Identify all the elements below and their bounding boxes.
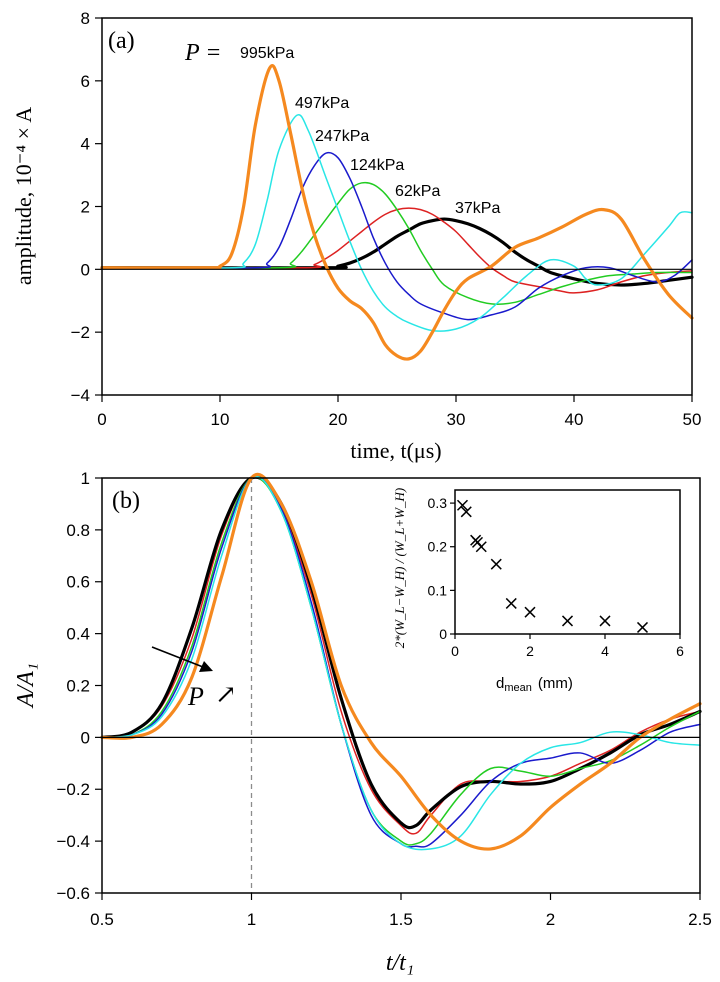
panel-a-label: (a): [108, 28, 135, 54]
inset-background: [455, 490, 680, 636]
panel-a-line-37kpa: [100, 217, 694, 287]
inset-marker-x: [460, 506, 472, 518]
panel-b-label: (b): [112, 488, 140, 514]
panel-a-series-group: [100, 63, 694, 361]
panel-a-ticks: 0 10 20 30 40 50 −4 −2 0 2 4 6 8: [71, 9, 702, 429]
b-y-tick-label: 1: [81, 469, 90, 488]
b-y-tick-label: −0.6: [56, 884, 90, 903]
inset-marker-x: [636, 621, 649, 633]
panel-a-line-995kpa: [100, 63, 694, 361]
pressure-arrow-label: P: [187, 682, 204, 711]
a-y-tick-label: −2: [71, 323, 90, 342]
b-y-tick-label: 0.6: [66, 573, 90, 592]
inset-x-axis-title-sub: mean: [504, 682, 532, 694]
i-x-tick-label: 6: [676, 643, 684, 659]
inset-marker-stroke: [524, 606, 536, 618]
inset-marker-stroke: [505, 597, 517, 609]
b-y-tick-label: −0.2: [56, 780, 90, 799]
b-x-tick-label: 2: [546, 910, 555, 929]
inset-marker-stroke: [460, 506, 472, 518]
b-x-tick-label: 1: [247, 910, 256, 929]
label-37kpa: 37kPa: [455, 200, 500, 217]
panel-a-line-497kpa: [101, 113, 693, 332]
inset-marker-stroke: [561, 615, 574, 627]
panel-b-series-group: [100, 472, 702, 851]
pressure-arrow-head: [199, 661, 213, 672]
i-y-tick-label: 0.1: [428, 582, 448, 598]
i-x-tick-label: 4: [601, 643, 609, 659]
i-y-tick-label: 0.2: [428, 539, 448, 555]
panel-b-ticks: 0.5 1 1.5 2 2.5 −0.6 −0.4 −0.2 0 0.2 0.4 0.6 0.8 1: [56, 469, 711, 929]
inset-plot: 0 2 4 6 0 0.1 0.2 0.3 dmean (mm) 2*(W_L−W_H) / (…: [392, 488, 684, 694]
a-x-tick-label: 20: [329, 410, 348, 429]
panel-a-line-62kpa: [101, 207, 693, 294]
a-y-tick-label: 2: [81, 197, 90, 216]
label-124kpa: 124kPa: [350, 157, 404, 174]
b-y-tick-label: 0.2: [66, 676, 90, 695]
a-x-tick-label: 30: [447, 410, 466, 429]
inset-points: [456, 499, 649, 633]
inset-marker-x: [490, 558, 502, 570]
inset-y-axis-title: 2*(W_L−W_H) / (W_L+W_H): [392, 488, 407, 649]
inset-marker-x: [505, 597, 517, 609]
inset-ticks: 0 2 4 6 0 0.1 0.2 0.3: [428, 495, 685, 659]
panel-b-line-37kpa: [100, 475, 702, 830]
panel-b-x-axis-title: t/t₁: [386, 950, 414, 976]
panel-a-line-247kpa: [101, 151, 693, 321]
panel-a-line-124kpa: [101, 181, 693, 305]
a-y-tick-label: 0: [81, 260, 90, 279]
pressure-arrow-shaft: [151, 646, 204, 668]
panel-a-pressure-symbol: P =: [184, 40, 221, 66]
panel-b: 0.5 1 1.5 2 2.5 −0.6 −0.4 −0.2 0 0.2 0.4 0.6 0.8 1 (b…: [13, 469, 712, 976]
a-x-tick-label: 0: [97, 410, 106, 429]
a-x-tick-label: 10: [211, 410, 230, 429]
inset-x-axis-title-unit: (mm): [538, 675, 573, 692]
i-x-tick-label: 2: [526, 643, 534, 659]
inset-marker-stroke: [599, 615, 611, 627]
inset-marker-stroke: [475, 541, 487, 553]
a-y-tick-label: 4: [81, 135, 90, 154]
inset-x-axis-title-main: d: [496, 675, 504, 692]
i-y-tick-label: 0: [439, 626, 447, 642]
i-y-tick-label: 0.3: [428, 495, 448, 511]
panel-b-y-axis-title: A/A₁: [13, 663, 39, 709]
inset-marker-stroke: [636, 621, 649, 633]
a-x-tick-label: 50: [683, 410, 702, 429]
a-y-tick-label: 6: [81, 72, 90, 91]
inset-marker-x: [599, 615, 611, 627]
inset-x-axis-title: dmean (mm): [496, 675, 573, 694]
pressure-increase-symbol: ↗: [215, 680, 237, 709]
inset-marker-x: [524, 606, 536, 618]
label-62kpa: 62kPa: [395, 183, 440, 200]
a-x-tick-label: 40: [565, 410, 584, 429]
b-y-tick-label: −0.4: [56, 832, 90, 851]
inset-marker-x: [475, 541, 487, 553]
inset-marker-x: [456, 499, 469, 511]
i-x-tick-label: 0: [451, 643, 459, 659]
label-247kpa: 247kPa: [315, 128, 369, 145]
panel-a-y-axis-title: amplitude, 10⁻⁴ × A: [11, 107, 36, 285]
inset-marker-stroke: [456, 499, 469, 511]
panel-b-line-124kpa: [101, 476, 701, 846]
b-x-tick-label: 1.5: [389, 910, 413, 929]
inset-marker-x: [561, 615, 574, 627]
panel-a-x-axis-title: time, t(μs): [350, 438, 441, 463]
b-x-tick-label: 0.5: [90, 910, 114, 929]
b-y-tick-label: 0.4: [66, 625, 90, 644]
inset-marker-stroke: [490, 558, 502, 570]
b-x-tick-label: 2.5: [688, 910, 712, 929]
panel-b-line-62kpa: [101, 476, 701, 835]
inset-frame: [454, 489, 681, 635]
b-y-tick-label: 0: [81, 728, 90, 747]
b-y-tick-label: 0.8: [66, 521, 90, 540]
panel-a-frame: [101, 17, 693, 396]
label-995kpa: 995kPa: [240, 45, 294, 62]
label-497kpa: 497kPa: [295, 95, 349, 112]
panel-b-line-995kpa: [100, 472, 702, 851]
a-y-tick-label: −4: [71, 386, 90, 405]
a-y-tick-label: 8: [81, 9, 90, 28]
panel-a: 0 10 20 30 40 50 −4 −2 0 2 4 6 8 (a) P = 995kPa 497k…: [11, 9, 701, 463]
